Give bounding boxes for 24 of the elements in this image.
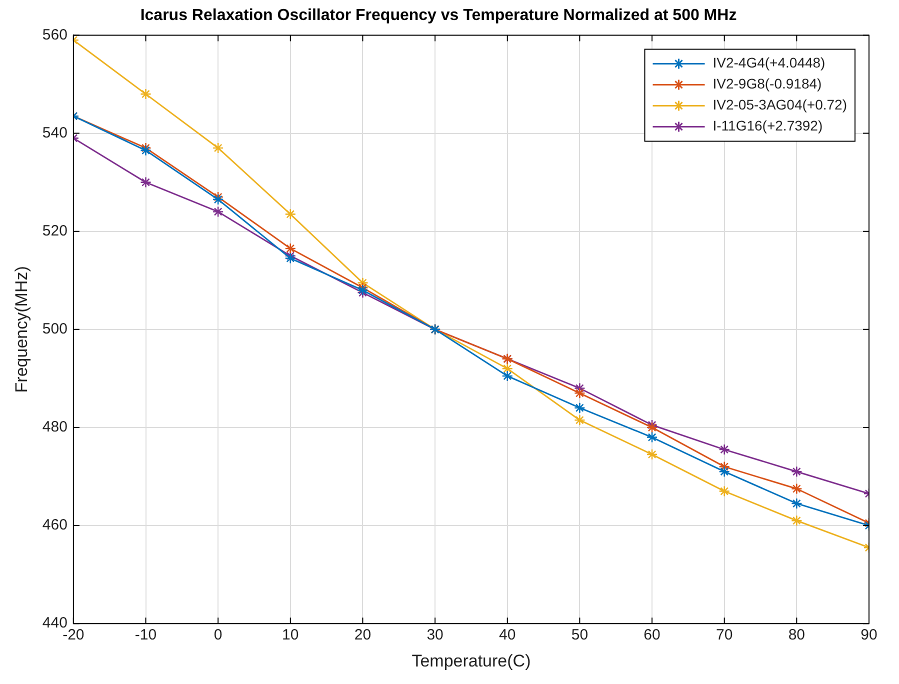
y-tick-label: 540 bbox=[42, 124, 68, 142]
x-tick-label: 50 bbox=[571, 626, 588, 644]
y-axis-title: Frequency(MHz) bbox=[12, 266, 31, 393]
legend-label: IV2-05-3AG04(+0.72) bbox=[712, 96, 848, 113]
x-tick-label: -10 bbox=[134, 626, 157, 644]
y-tick-label: 560 bbox=[42, 26, 68, 44]
chart-title: Icarus Relaxation Oscillator Frequency vs Temperature Normalized at 500 MHz bbox=[140, 7, 737, 24]
x-tick-label: 90 bbox=[860, 626, 878, 644]
legend-label: I-11G16(+2.7392) bbox=[712, 118, 823, 134]
x-axis-title: Temperature(C) bbox=[412, 651, 531, 670]
x-tick-label: 80 bbox=[788, 626, 806, 644]
x-tick-label: 60 bbox=[644, 626, 660, 644]
y-tick-label: 480 bbox=[42, 418, 68, 436]
y-tick-label: 460 bbox=[42, 516, 68, 534]
x-tick-label: 40 bbox=[499, 626, 516, 644]
legend-label: IV2-4G4(+4.0448) bbox=[712, 54, 826, 71]
x-tick-label: 20 bbox=[354, 626, 372, 644]
y-tick-label: 520 bbox=[42, 222, 68, 240]
x-tick-label: 0 bbox=[214, 626, 222, 644]
x-tick-label: 70 bbox=[716, 626, 733, 644]
legend-label: IV2-9G8(-0.9184) bbox=[712, 76, 822, 92]
x-tick-label: 10 bbox=[282, 626, 299, 644]
y-tick-label: 500 bbox=[42, 320, 68, 338]
x-tick-label: 30 bbox=[426, 626, 444, 644]
